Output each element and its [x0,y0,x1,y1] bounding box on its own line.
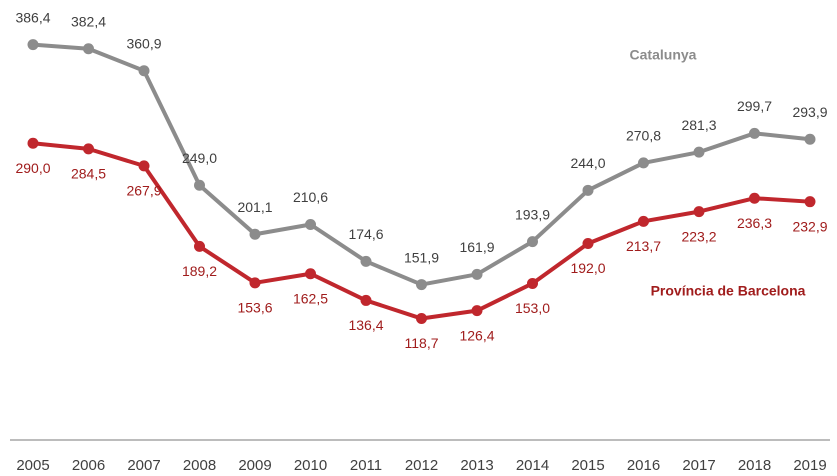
point [249,277,261,289]
data-label: 174,6 [348,226,383,242]
point [360,255,372,267]
data-label: 281,3 [681,117,716,133]
data-label: 223,2 [681,228,716,244]
data-label: 118,7 [405,335,439,351]
data-label: 232,9 [792,218,827,234]
x-tick-label: 2009 [238,457,271,474]
legend-label: Catalunya [630,47,697,63]
x-tick-label: 2017 [682,457,715,474]
point [471,268,483,280]
data-label: 153,6 [237,300,272,316]
x-tick-label: 2012 [405,457,438,474]
point [27,39,39,51]
data-label: 161,9 [459,239,494,255]
point [749,192,760,204]
point [249,228,261,240]
data-label: 162,5 [293,290,328,306]
point [582,184,594,196]
point [305,219,316,231]
x-tick-label: 2015 [571,457,604,474]
x-tick-label: 2019 [793,457,826,474]
point [194,179,205,191]
data-label: 236,3 [737,215,772,231]
point [138,65,150,77]
x-tick-label: 2014 [516,457,549,474]
data-label: 151,9 [404,249,439,265]
data-label: 201,1 [237,199,272,215]
x-tick-label: 2005 [16,457,49,474]
data-label: 126,4 [459,327,494,343]
x-tick-label: 2011 [350,457,382,474]
x-tick-label: 2006 [72,457,105,474]
point [83,143,94,155]
point [693,146,705,158]
data-label: 299,7 [737,98,772,114]
point [471,305,483,317]
data-label: 153,0 [515,300,550,316]
data-label: 360,9 [126,35,161,51]
point [83,43,94,55]
data-label: 193,9 [515,206,550,222]
point [527,277,538,289]
point [693,206,705,218]
x-tick-label: 2018 [738,457,771,474]
data-label: 210,6 [293,189,328,205]
data-label: 213,7 [626,238,661,254]
data-label: 386,4 [15,9,50,25]
data-label: 244,0 [570,155,605,171]
x-tick-label: 2010 [294,457,327,474]
point [638,157,649,169]
data-label: 192,0 [570,260,605,276]
x-tick-label: 2008 [183,457,216,474]
data-label: 270,8 [626,128,661,144]
point [749,127,760,139]
legend-label: Província de Barcelona [651,283,806,299]
x-tick-label: 2013 [460,457,493,474]
point [194,240,205,252]
point [638,215,649,227]
point [582,238,594,250]
point [305,268,316,280]
point [138,160,150,172]
data-label: 382,4 [71,13,106,29]
point [804,196,816,208]
data-label: 290,0 [15,160,50,176]
point [416,279,427,291]
point [27,137,39,149]
data-label: 249,0 [182,150,217,166]
data-label: 267,9 [126,183,161,199]
data-label: 284,5 [71,166,106,182]
data-label: 293,9 [792,104,827,120]
x-tick-label: 2007 [127,457,160,474]
point [804,133,816,145]
data-label: 189,2 [182,263,217,279]
point [527,236,538,248]
point [416,313,427,325]
x-tick-label: 2016 [627,457,660,474]
point [360,294,372,306]
data-label: 136,4 [348,317,383,333]
